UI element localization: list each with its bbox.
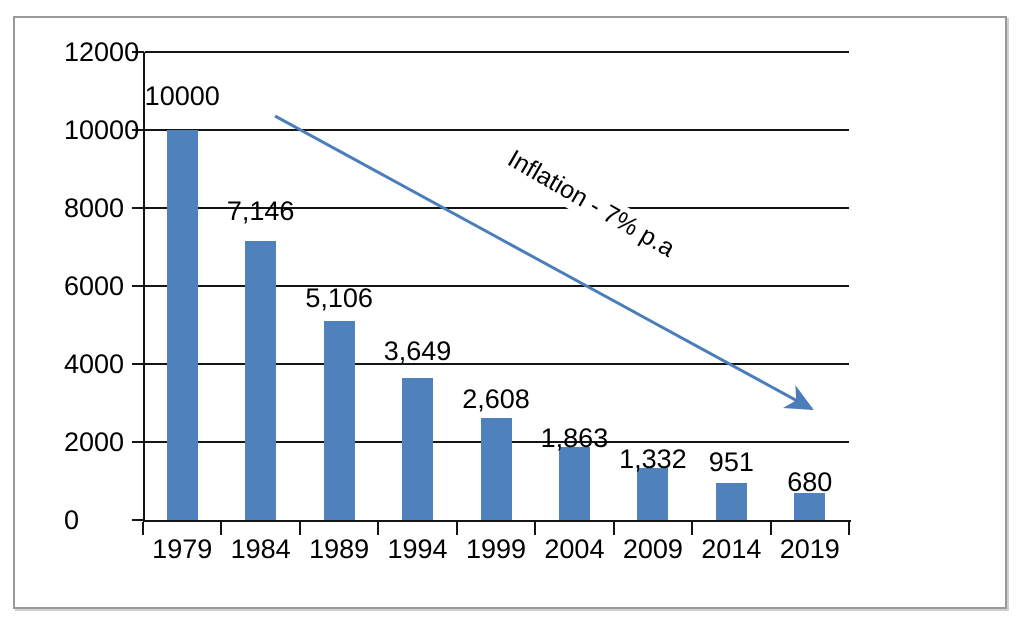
bar-1989 [323, 320, 355, 520]
gridline-10000 [145, 129, 849, 131]
x-axis-category-label: 1989 [309, 534, 370, 564]
bar-value-label: 3,649 [383, 335, 452, 366]
x-axis-tick [769, 522, 772, 535]
x-axis-category-label: 2019 [779, 534, 840, 564]
x-axis-tick [377, 522, 380, 535]
x-axis-tick [455, 522, 458, 535]
y-axis-tick-label: 10000 [64, 114, 140, 145]
x-axis-category-label: 2009 [622, 534, 683, 564]
bar-value-label: 5,106 [305, 282, 373, 313]
x-axis-category-label: 1979 [152, 534, 213, 564]
x-axis-category-label: 1999 [465, 534, 527, 564]
y-axis-tick [132, 51, 144, 53]
bar-2019 [794, 493, 826, 520]
bar-1999 [480, 418, 512, 520]
y-axis-line [143, 52, 145, 522]
y-axis-tick-label: 6000 [64, 270, 125, 301]
y-axis-tick [132, 441, 144, 443]
x-axis-category-label: 2014 [701, 534, 762, 564]
y-axis-tick [132, 129, 144, 131]
bar-value-label: 951 [708, 446, 754, 477]
bar-2009 [637, 468, 669, 520]
y-axis-tick [132, 519, 144, 521]
x-axis-tick [848, 522, 850, 535]
x-axis-category-label: 1984 [230, 534, 291, 564]
x-axis-tick [220, 522, 223, 535]
y-axis-tick [132, 285, 144, 287]
bar-2004 [558, 447, 590, 520]
bar-value-label: 1,863 [540, 423, 609, 454]
y-axis-tick-label: 2000 [64, 426, 125, 457]
x-axis-tick [298, 522, 301, 535]
x-axis-category-label: 2004 [544, 534, 605, 564]
x-axis-tick [142, 522, 144, 535]
y-axis-tick-label: 0 [64, 504, 80, 535]
y-axis-tick-label: 8000 [64, 192, 125, 223]
y-axis-tick-label: 4000 [64, 348, 125, 379]
gridline-12000 [145, 51, 849, 53]
y-axis-tick [132, 207, 144, 209]
bar-1984 [245, 241, 277, 520]
bar-2014 [715, 482, 747, 520]
x-axis-tick [534, 522, 537, 535]
bar-1994 [402, 377, 434, 520]
x-axis-line [143, 520, 851, 522]
bar-value-label: 1,332 [619, 444, 687, 475]
x-axis-category-label: 1994 [387, 534, 448, 564]
y-axis-tick [132, 363, 144, 365]
bar-value-label: 10000 [144, 81, 220, 111]
y-axis-tick-label: 12000 [64, 36, 140, 67]
x-axis-tick [691, 522, 694, 535]
x-axis-tick [612, 522, 615, 535]
bar-value-label: 680 [787, 467, 833, 498]
bar-value-label: 2,608 [462, 384, 530, 415]
bar-value-label: 7,146 [226, 196, 295, 227]
bar-1979 [166, 130, 198, 520]
